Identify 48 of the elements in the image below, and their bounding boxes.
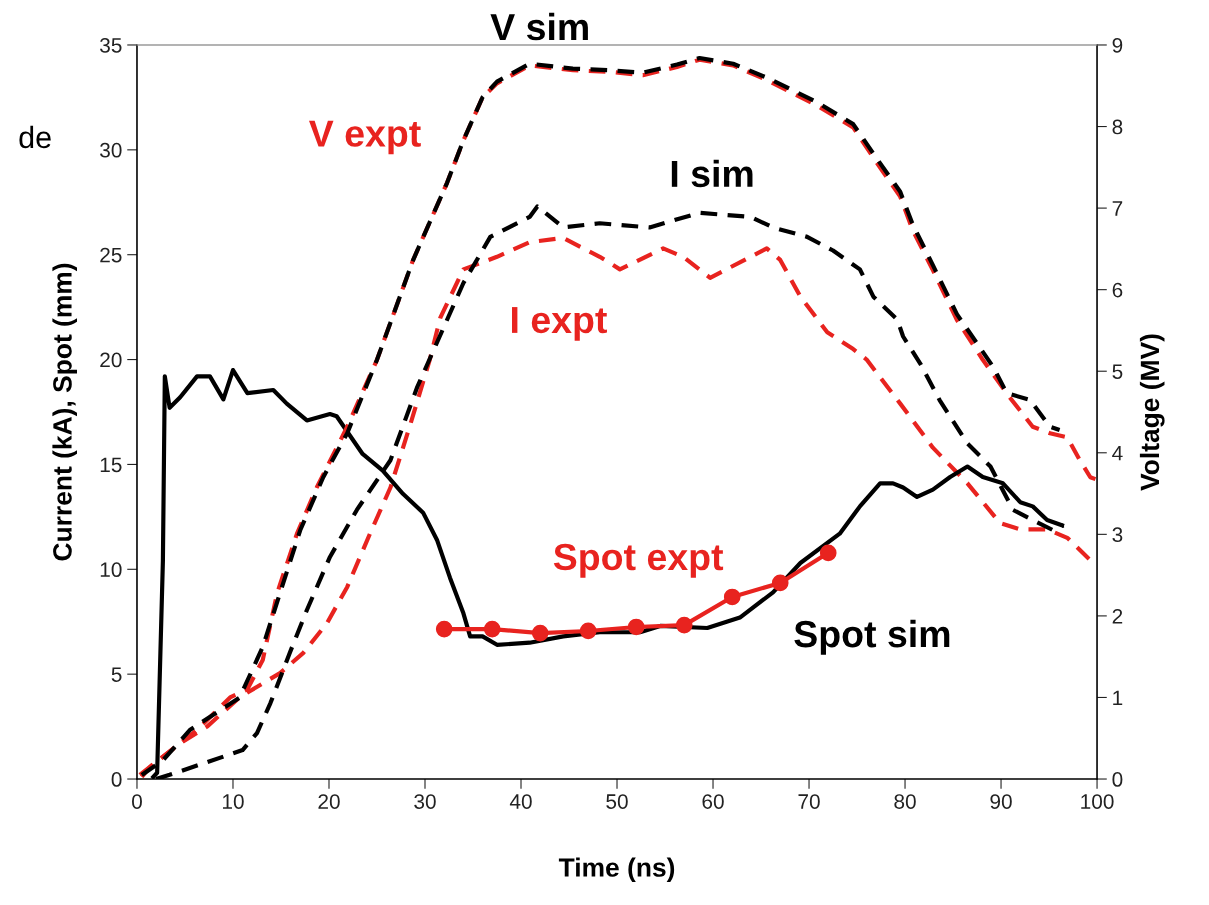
y2-tick-label: 7 [1112, 201, 1123, 216]
x-tick-label: 100 [1081, 794, 1114, 809]
x-tick-label: 40 [509, 794, 532, 809]
y2-tick-label: 8 [1112, 119, 1123, 135]
x-tick-label: 30 [414, 794, 436, 809]
series-label: I expt [511, 307, 607, 341]
point [723, 588, 741, 606]
point [771, 574, 789, 592]
y-tick-label: 30 [100, 142, 122, 158]
y2-tick-label: 0 [1112, 772, 1123, 787]
series-label: Spot expt [553, 543, 724, 578]
point [627, 618, 645, 636]
x-tick-label: 60 [702, 794, 724, 809]
y2-tick-label: 2 [1112, 608, 1123, 624]
x-tick-label: 80 [894, 794, 916, 809]
x-tick-label: 20 [318, 794, 340, 809]
y2-tick-label: 3 [1112, 527, 1123, 543]
y2-tick-label: 9 [1112, 37, 1123, 53]
y-tick-label: 0 [111, 772, 122, 787]
x-tick-label: 50 [606, 794, 628, 809]
x-tick-label: 70 [798, 794, 820, 809]
y2-tick-label: 4 [1112, 446, 1123, 461]
y2-tick-label: 6 [1112, 282, 1123, 298]
y2-tick-label: 5 [1112, 364, 1123, 379]
point [675, 616, 693, 634]
text: de [19, 125, 51, 149]
y2-tick-label: 1 [1113, 690, 1123, 706]
x-tick-label: 0 [132, 794, 142, 809]
x-tick-label: 90 [990, 794, 1012, 809]
point [579, 622, 597, 640]
y-axis-title: Current (kA), Spot (mm) [52, 263, 77, 561]
y-tick-label: 15 [100, 457, 122, 473]
y2-axis-title: Voltage (MV) [1139, 334, 1165, 491]
series-label: V expt [308, 120, 421, 155]
x-axis-title: Time (ns) [558, 857, 675, 883]
point [531, 624, 549, 642]
series-label: I sim [671, 159, 753, 188]
y-tick-label: 20 [100, 352, 122, 368]
point [483, 620, 501, 638]
y-tick-label: 10 [100, 562, 122, 578]
series-label: Spot sim [794, 619, 950, 655]
y-tick-label: 5 [111, 667, 122, 682]
y-tick-label: 35 [100, 37, 122, 53]
series-label: V sim [490, 12, 588, 41]
x-tick-label: 10 [222, 794, 244, 809]
y-tick-label: 25 [100, 247, 122, 263]
point [435, 620, 453, 638]
point [819, 544, 837, 562]
